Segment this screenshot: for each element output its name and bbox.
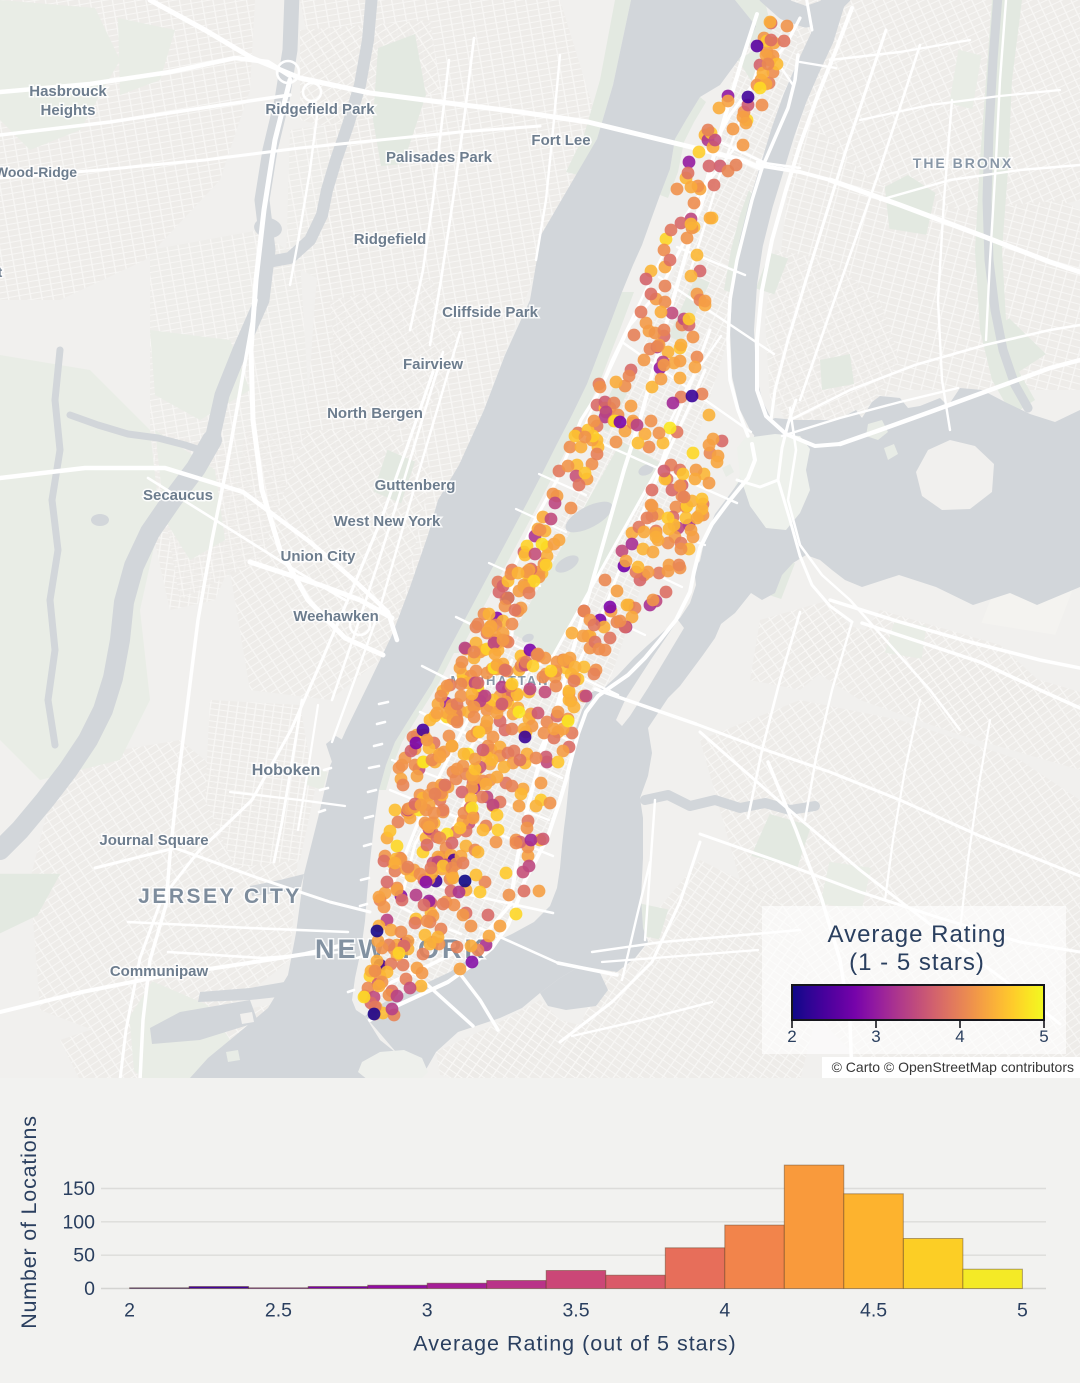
svg-text:3: 3 — [422, 1300, 433, 1322]
svg-text:Average Rating: Average Rating — [828, 921, 1007, 948]
svg-text:Carlstadt: Carlstadt — [0, 264, 3, 280]
svg-text:5: 5 — [1017, 1300, 1028, 1322]
svg-text:3.5: 3.5 — [562, 1300, 589, 1322]
svg-text:Heights: Heights — [40, 102, 95, 119]
svg-text:Fort Lee: Fort Lee — [531, 132, 590, 149]
svg-text:Palisades Park: Palisades Park — [386, 149, 493, 166]
svg-text:North Bergen: North Bergen — [327, 405, 423, 422]
svg-text:2: 2 — [787, 1027, 796, 1046]
svg-text:Communipaw: Communipaw — [110, 963, 209, 980]
svg-text:(1 - 5 stars): (1 - 5 stars) — [849, 949, 985, 976]
svg-text:4.5: 4.5 — [860, 1300, 887, 1322]
svg-text:Hoboken: Hoboken — [252, 762, 320, 779]
svg-text:2.5: 2.5 — [265, 1300, 292, 1322]
svg-text:5: 5 — [1039, 1027, 1048, 1046]
svg-text:Secaucus: Secaucus — [143, 487, 213, 504]
svg-text:Wood-Ridge: Wood-Ridge — [0, 164, 77, 180]
svg-text:4: 4 — [955, 1027, 964, 1046]
svg-text:4: 4 — [719, 1300, 730, 1322]
svg-text:Cliffside Park: Cliffside Park — [442, 304, 539, 321]
svg-text:Weehawken: Weehawken — [293, 608, 379, 625]
svg-text:Guttenberg: Guttenberg — [375, 477, 456, 494]
svg-text:JERSEY CITY: JERSEY CITY — [138, 885, 302, 908]
svg-text:Ridgefield Park: Ridgefield Park — [265, 101, 375, 118]
svg-text:THE BRONX: THE BRONX — [913, 155, 1013, 171]
svg-text:Fairview: Fairview — [403, 356, 463, 373]
svg-text:© Carto © OpenStreetMap contri: © Carto © OpenStreetMap contributors — [832, 1059, 1074, 1075]
svg-text:West New York: West New York — [334, 513, 441, 530]
svg-text:Hasbrouck: Hasbrouck — [29, 83, 107, 100]
svg-text:2: 2 — [124, 1300, 135, 1322]
svg-text:Number of Locations: Number of Locations — [17, 1115, 41, 1329]
svg-text:Ridgefield: Ridgefield — [354, 231, 427, 248]
svg-text:100: 100 — [62, 1211, 95, 1233]
svg-text:0: 0 — [84, 1278, 95, 1300]
svg-text:3: 3 — [871, 1027, 880, 1046]
svg-text:Journal Square: Journal Square — [99, 832, 208, 849]
svg-text:Union City: Union City — [281, 548, 357, 565]
svg-text:Average Rating (out of 5 stars: Average Rating (out of 5 stars) — [413, 1332, 736, 1356]
svg-text:50: 50 — [73, 1245, 95, 1267]
svg-text:150: 150 — [62, 1178, 95, 1200]
